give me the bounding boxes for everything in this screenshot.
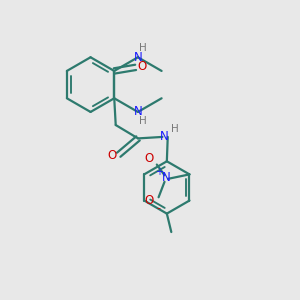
Text: O: O (144, 152, 153, 164)
Text: N: N (162, 171, 171, 184)
Text: H: H (171, 124, 179, 134)
Text: O: O (144, 194, 154, 207)
Text: +: + (154, 167, 163, 177)
Text: N: N (134, 51, 142, 64)
Text: H: H (140, 43, 147, 53)
Text: O: O (138, 60, 147, 73)
Text: H: H (140, 116, 147, 127)
Text: N: N (160, 130, 168, 143)
Text: O: O (107, 149, 117, 162)
Text: -: - (157, 204, 160, 214)
Text: N: N (134, 106, 142, 118)
